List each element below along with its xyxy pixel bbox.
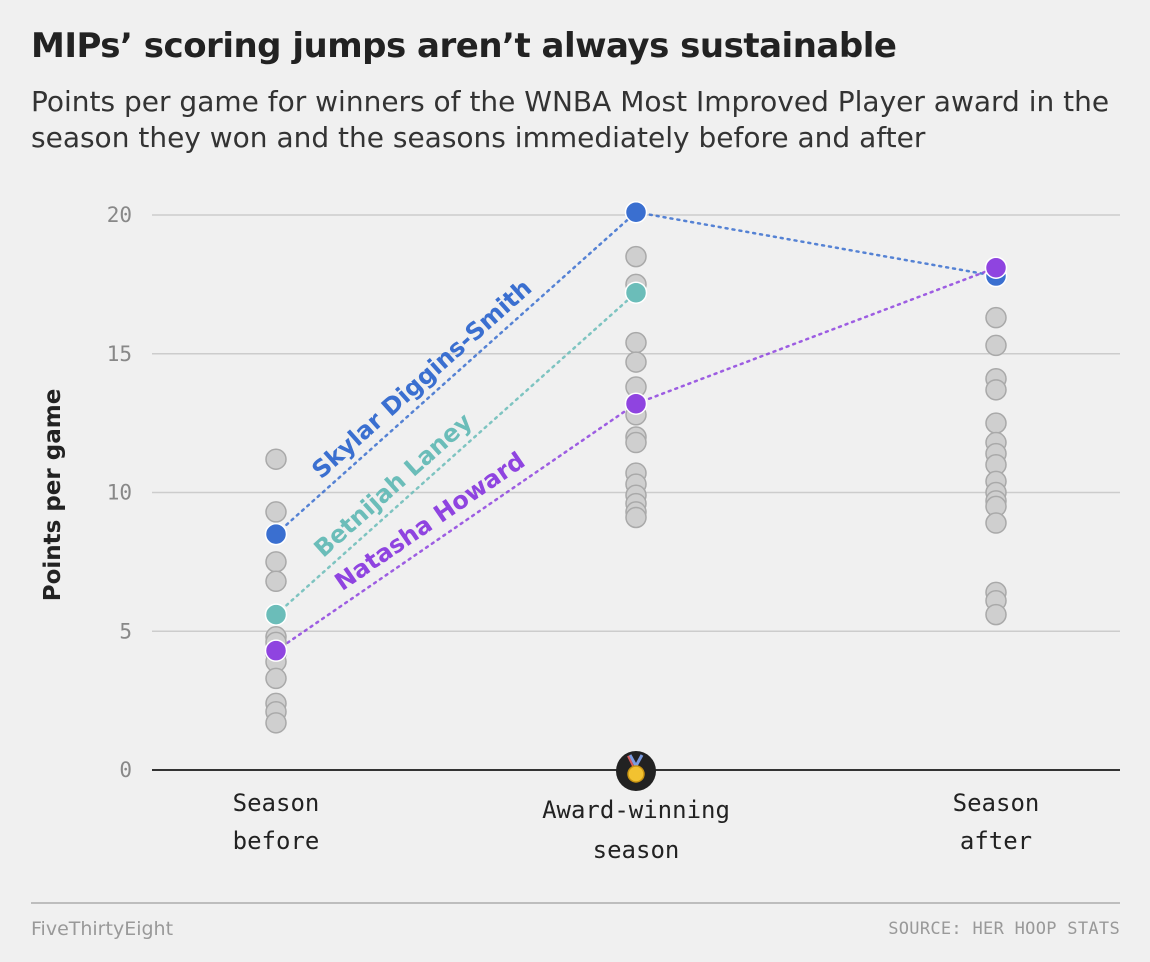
data-point — [625, 431, 647, 454]
data-point — [985, 334, 1007, 357]
data-point — [625, 245, 647, 268]
data-point — [265, 570, 287, 593]
data-point — [265, 712, 287, 734]
data-point — [265, 551, 287, 573]
data-point — [985, 512, 1007, 534]
footer-divider — [31, 902, 1120, 904]
category-label: after — [960, 827, 1032, 855]
other-winner-dots — [265, 245, 1007, 734]
highlighted-data-point — [264, 639, 288, 662]
y-tick-label: 0 — [119, 758, 132, 782]
category-label: before — [233, 827, 320, 855]
highlighted-data-point — [624, 392, 648, 415]
data-point — [985, 412, 1007, 434]
gold-medal-icon — [616, 751, 656, 791]
y-axis-label: Points per game — [40, 389, 66, 602]
y-tick-labels: 0 5 10 15 20 — [107, 203, 132, 782]
data-point — [625, 506, 647, 529]
chart-subtitle: Points per game for winners of the WNBA … — [31, 85, 1110, 154]
data-point — [625, 331, 647, 354]
highlighted-data-point — [624, 281, 648, 304]
category-label: season — [593, 836, 680, 864]
series-connector — [634, 210, 998, 278]
highlighted-dots — [264, 200, 1008, 662]
chart-title: MIPs’ scoring jumps aren’t always sustai… — [31, 26, 897, 66]
series-connectors — [274, 210, 998, 652]
y-tick-label: 10 — [107, 481, 132, 505]
data-point — [625, 351, 647, 373]
y-tick-label: 20 — [107, 203, 132, 227]
data-point — [985, 306, 1007, 329]
source-label: SOURCE: HER HOOP STATS — [888, 919, 1120, 939]
category-label: Award-winning — [542, 796, 730, 824]
y-tick-label: 5 — [119, 619, 132, 643]
series-connector — [634, 266, 998, 405]
highlighted-data-point — [984, 256, 1008, 279]
category-labels: Season before Award-winning season Season aft… — [233, 789, 1040, 864]
highlighted-data-point — [264, 522, 288, 546]
brand-label: FiveThirtyEight — [31, 918, 174, 940]
series-connector — [274, 402, 638, 652]
y-tick-label: 15 — [107, 342, 132, 366]
highlighted-data-point — [264, 603, 288, 626]
category-label: Season — [233, 789, 320, 817]
data-point — [265, 667, 287, 690]
data-point — [985, 603, 1007, 626]
data-point — [265, 448, 287, 470]
data-point — [265, 501, 287, 523]
data-point — [985, 379, 1007, 401]
highlighted-data-point — [624, 200, 648, 224]
category-label: Season — [953, 789, 1040, 817]
